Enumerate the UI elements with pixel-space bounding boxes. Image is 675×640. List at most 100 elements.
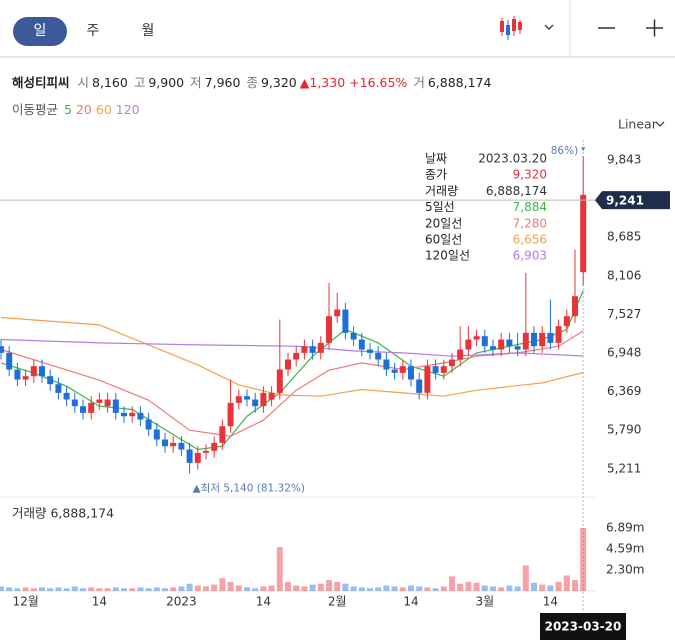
- candle-body: [268, 392, 275, 400]
- candle-body: [498, 339, 505, 350]
- volume-bar: [432, 588, 439, 591]
- icon-part: [500, 21, 504, 32]
- volume-tick-label: 2.30m: [606, 562, 644, 576]
- volume-bar: [539, 584, 546, 591]
- dropdown-chevron[interactable]: [544, 24, 554, 30]
- tooltip-label: 120일선: [425, 249, 470, 263]
- date-tag-label: 2023-03-20: [545, 620, 622, 634]
- chart-type-icon[interactable]: [500, 16, 522, 40]
- ma-line: [0, 316, 584, 397]
- volume-bar: [6, 587, 13, 591]
- tab-selected-bg[interactable]: [13, 17, 67, 46]
- candle-body: [137, 412, 144, 420]
- tab[interactable]: 일: [34, 23, 47, 39]
- candle-body: [449, 359, 455, 367]
- text-part: 시: [78, 75, 90, 90]
- volume-bar: [440, 586, 447, 591]
- plot: 9,8439,2648,6858,1067,5276,9486,3695,790…: [0, 140, 670, 640]
- volume-tick-label: 6.89m: [606, 520, 644, 534]
- volume-bar: [186, 583, 193, 591]
- volume-bar: [416, 586, 423, 591]
- volume-bar: [80, 588, 86, 591]
- high-arrow: [581, 147, 586, 152]
- candle-body: [490, 346, 496, 350]
- candle-body: [334, 309, 341, 317]
- volume-bar: [375, 587, 382, 591]
- candle-body: [112, 399, 119, 413]
- candle-body: [367, 349, 373, 353]
- candle-body: [14, 369, 21, 380]
- volume-bar: [408, 585, 414, 591]
- candle-body: [481, 336, 488, 347]
- tooltip-label: 60일선: [425, 233, 462, 247]
- candle-body: [145, 419, 152, 430]
- volume-bar: [14, 588, 21, 591]
- volume-bar: [203, 586, 209, 591]
- candle-body: [580, 194, 587, 273]
- volume-bar: [112, 587, 119, 591]
- volume-bar: [104, 588, 111, 591]
- volume-bar: [358, 587, 365, 591]
- volume-bar: [391, 586, 398, 591]
- text-part: 20: [76, 102, 92, 117]
- text-part: +16.65%: [349, 75, 407, 90]
- volume-bar: [285, 581, 291, 591]
- candle-body: [6, 352, 13, 370]
- icon-part: [506, 25, 510, 35]
- candle-body: [153, 429, 160, 440]
- scale-button[interactable]: Linear: [618, 117, 658, 132]
- y-tick-label: 8,106: [607, 268, 641, 282]
- volume-bar: [531, 582, 537, 591]
- text-part: ▲1,330: [300, 75, 345, 90]
- x-tick-label: 2월: [328, 595, 347, 609]
- text-part: 7,960: [205, 75, 241, 90]
- volume-bar: [490, 586, 496, 591]
- volume-bar: [457, 583, 464, 591]
- volume-bar: [137, 587, 144, 591]
- candle-body: [293, 352, 300, 360]
- zoom-in[interactable]: [646, 19, 663, 37]
- candle-body: [80, 406, 86, 413]
- scale-chevron[interactable]: [655, 121, 665, 127]
- candle-body: [547, 332, 554, 343]
- tab[interactable]: 주: [87, 23, 100, 39]
- volume-bar: [367, 588, 373, 591]
- candle-body: [457, 349, 464, 360]
- tooltip-value: 6,888,174: [486, 184, 547, 198]
- volume-bar: [498, 587, 505, 591]
- candle-body: [301, 346, 308, 353]
- x-tick-label: 14: [403, 595, 418, 609]
- candle-body: [211, 442, 218, 451]
- x-tick-label: 12월: [12, 595, 38, 609]
- volume-bar: [342, 583, 349, 591]
- tooltip-value: 9,320: [513, 168, 547, 182]
- y-tick-label: 5,790: [607, 423, 641, 437]
- tab[interactable]: 월: [142, 23, 155, 39]
- candle-body: [244, 396, 250, 400]
- tooltip-value: 6,903: [513, 249, 547, 263]
- tooltip-label: 날짜: [425, 152, 447, 166]
- candle-body: [252, 399, 259, 407]
- candle-body: [531, 332, 537, 347]
- volume-bar: [63, 588, 70, 591]
- candle-body: [383, 359, 390, 370]
- volume-bar: [522, 565, 529, 591]
- volume-bar: [449, 576, 455, 591]
- tooltip-label: 5일선: [425, 200, 455, 214]
- volume-tick-label: 4.59m: [606, 542, 644, 556]
- volume-bar: [0, 586, 4, 591]
- candle-body: [522, 332, 529, 350]
- candle-body: [473, 336, 480, 340]
- volume-bar: [301, 586, 308, 591]
- ma-legend: 이동평균 5 20 60 120: [12, 102, 140, 117]
- candle-body: [572, 296, 578, 317]
- candle-body: [326, 316, 332, 343]
- candle-body: [276, 369, 283, 393]
- text-part: 6,888,174: [428, 75, 492, 90]
- volume-bar: [211, 584, 218, 591]
- volume-bar: [178, 586, 185, 591]
- volume-bar: [317, 583, 324, 591]
- text-part: 9,900: [148, 75, 184, 90]
- low-annotation: ▲최저 5,140 (81.32%): [193, 483, 305, 495]
- volume-bar: [580, 528, 587, 591]
